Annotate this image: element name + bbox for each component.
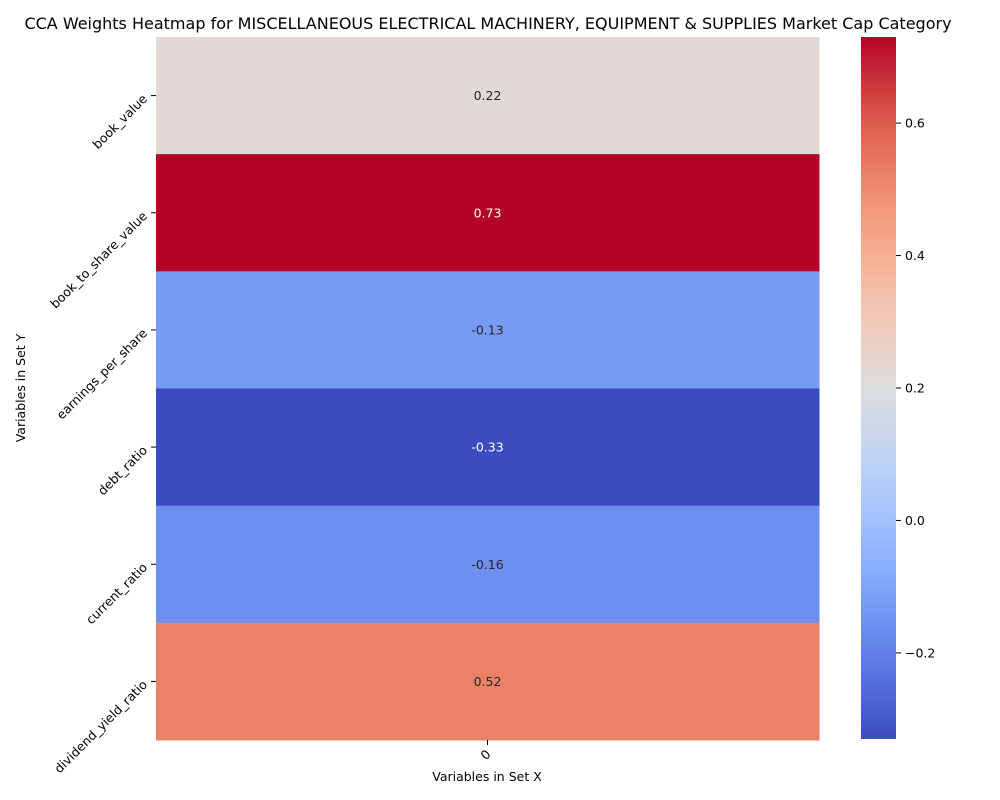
- x-axis-label: Variables in Set X: [432, 769, 542, 784]
- heatmap-cell: [156, 505, 820, 624]
- y-tick-label: debt_ratio: [95, 443, 151, 499]
- colorbar-tick-label: 0.2: [905, 381, 925, 396]
- y-tick-label: book_to_share_value: [47, 208, 150, 311]
- colorbar-tick-label: 0.4: [905, 248, 925, 263]
- y-axis-ticks: book_value book_to_share_value earnings_pe…: [47, 91, 156, 776]
- y-tick-label: current_ratio: [83, 560, 150, 627]
- y-tick-label: book_value: [89, 91, 150, 152]
- heatmap-cell: [156, 37, 820, 155]
- heatmap-cell: [156, 388, 820, 507]
- y-tick-label: dividend_yield_ratio: [51, 677, 150, 776]
- cell-value-label: 0.73: [474, 205, 502, 220]
- colorbar-ticks: −0.2 0.0 0.2 0.4 0.6: [896, 116, 935, 660]
- y-tick-label: earnings_per_share: [53, 325, 150, 422]
- cell-value-label: 0.52: [474, 674, 502, 689]
- colorbar-tick-label: 0.0: [905, 513, 925, 528]
- cell-value-label: 0.22: [474, 88, 502, 103]
- x-axis-ticks: 0: [477, 740, 494, 763]
- colorbar: [861, 37, 896, 739]
- x-tick-label: 0: [477, 746, 493, 762]
- heatmap-cells: 0.22 0.73 -0.13 -0.33 -0.16 0.52: [156, 37, 820, 741]
- cell-value-label: -0.16: [471, 557, 503, 572]
- y-axis-label: Variables in Set Y: [13, 333, 28, 442]
- cell-value-label: -0.13: [471, 322, 503, 337]
- heatmap-cell: [156, 622, 820, 741]
- colorbar-tick-label: −0.2: [905, 645, 935, 660]
- cell-value-label: -0.33: [471, 440, 503, 455]
- chart-title: CCA Weights Heatmap for MISCELLANEOUS EL…: [24, 14, 951, 33]
- heatmap-cell: [156, 154, 820, 272]
- colorbar-tick-label: 0.6: [905, 116, 925, 131]
- heatmap-cell: [156, 271, 820, 389]
